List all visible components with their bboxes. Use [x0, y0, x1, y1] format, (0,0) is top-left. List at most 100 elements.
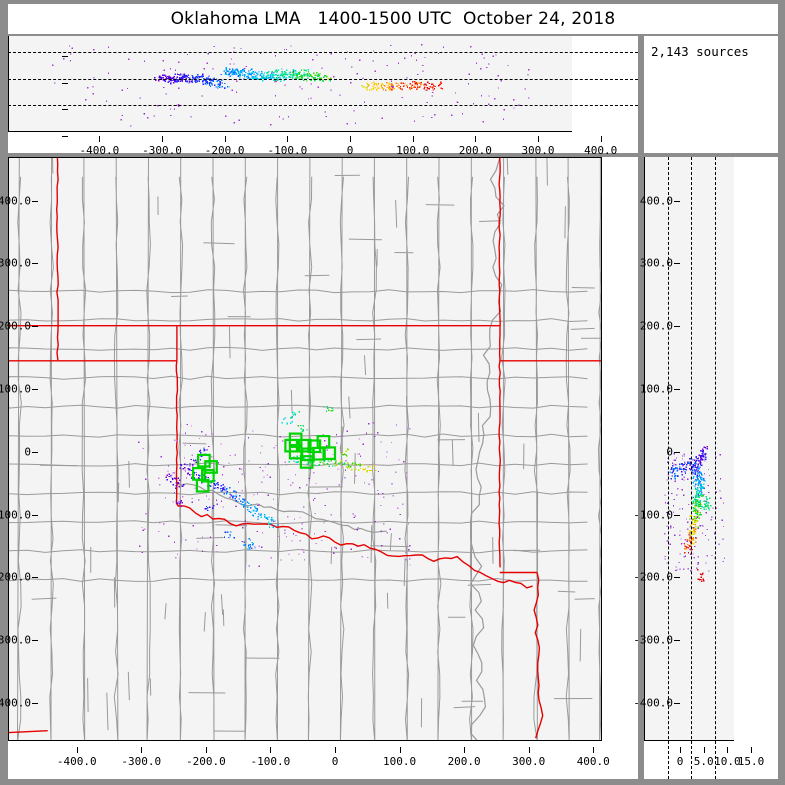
right-x-tick-mark	[751, 747, 753, 753]
map-x-tick-mark	[141, 747, 143, 753]
right-x-tick-mark	[727, 747, 729, 753]
map-y-tick-label: 300.0	[0, 256, 31, 270]
map-x-tick-mark	[270, 747, 272, 753]
map-y-tick-mark	[32, 389, 38, 391]
map-y-tick-label: -400.0	[0, 696, 31, 710]
right-y-tick-label: 300.0	[639, 256, 673, 270]
lma-station-marker	[312, 446, 326, 461]
sources-count-box: 2,143 sources	[644, 36, 778, 153]
top-y-tick-mark	[62, 82, 68, 84]
right-y-tick-label: -400.0	[633, 696, 673, 710]
right-y-tick-mark	[674, 200, 680, 202]
top-x-tick-label: -100.0	[267, 144, 308, 157]
right-y-tick-label: 0	[666, 445, 673, 459]
top-x-tick-label: 0	[346, 144, 354, 157]
right-plot-area	[644, 157, 734, 779]
top-y-tick-mark	[62, 109, 68, 111]
map-x-tick-label: -400.0	[56, 755, 97, 768]
map-x-tick-label: -100.0	[250, 755, 291, 768]
right-x-tick-mark	[703, 747, 705, 753]
top-x-tick-mark	[162, 136, 163, 142]
map-x-tick-mark	[528, 747, 530, 753]
map-x-tick-label: -300.0	[121, 755, 162, 768]
map-y-tick-mark	[32, 451, 38, 453]
map-x-tick-label: 0	[331, 755, 339, 768]
top-x-tick-label: 400.0	[584, 144, 618, 157]
map-x-tick-mark	[399, 747, 401, 753]
right-y-tick-mark	[674, 451, 680, 453]
map-y-tick-label: 200.0	[0, 319, 31, 333]
map-y-tick-mark	[32, 703, 38, 705]
map-x-tick-label: 100.0	[383, 755, 417, 768]
top-x-tick-label: -200.0	[204, 144, 245, 157]
top-y-tick-mark	[62, 136, 68, 137]
top-plot-area	[8, 36, 638, 132]
right-y-tick-label: 100.0	[639, 382, 673, 396]
top-x-tick-label: -400.0	[79, 144, 120, 157]
map-y-tick-label: -200.0	[0, 570, 31, 584]
right-gridline	[667, 157, 669, 779]
right-y-tick-mark	[674, 389, 680, 391]
map-y-tick-label: 400.0	[0, 194, 31, 208]
lma-station-marker	[284, 438, 298, 453]
right-y-tick-mark	[674, 326, 680, 328]
lma-station-marker	[297, 438, 312, 453]
right-y-tick-mark	[674, 514, 680, 516]
top-x-tick-mark	[350, 136, 351, 142]
map-y-tick-mark	[32, 577, 38, 579]
map-x-tick-label: 200.0	[447, 755, 481, 768]
map-x-tick-mark	[205, 747, 207, 753]
right-y-tick-mark	[674, 640, 680, 642]
top-y-tick-mark	[62, 56, 68, 57]
map-x-tick-mark	[464, 747, 466, 753]
lma-station-marker	[299, 455, 314, 469]
top-gridline	[8, 52, 638, 53]
right-gridline	[691, 157, 693, 779]
top-x-tick-mark	[287, 136, 289, 142]
right-y-tick-label: -200.0	[633, 570, 673, 584]
top-x-tick-label: 100.0	[396, 144, 430, 157]
right-x-tick-label: 15.0	[737, 755, 765, 768]
top-gridline	[8, 78, 638, 80]
map-y-tick-label: -100.0	[0, 508, 31, 522]
map-x-tick-label: 400.0	[576, 755, 610, 768]
right-x-tick-label: 5.0	[693, 755, 714, 768]
right-x-tick-mark	[680, 747, 681, 753]
top-x-tick-mark	[412, 136, 414, 142]
sources-count-label: 2,143 sources	[651, 44, 749, 59]
top-x-tick-label: 300.0	[521, 144, 555, 157]
map-x-tick-mark	[76, 747, 78, 753]
top-x-tick-mark	[475, 136, 477, 142]
top-x-tick-mark	[99, 136, 101, 142]
right-panel-altitude-vs-latitude: -400.0 -300.0 -200.0 -100.0 0 100.0 200.0 300.0…	[633, 157, 778, 779]
page-title: Oklahoma LMA 1400-1500 UTC October 24, 2…	[170, 9, 616, 29]
right-x-tick-label: 10.0	[714, 755, 741, 768]
map-y-tick-mark	[32, 200, 38, 202]
map-y-tick-label: -300.0	[0, 633, 31, 647]
right-y-tick-mark	[674, 703, 680, 705]
right-scatter-svg	[664, 446, 726, 582]
map-x-tick-label: -200.0	[185, 755, 226, 768]
map-x-tick-mark	[335, 747, 336, 753]
right-y-tick-label: -300.0	[633, 633, 673, 647]
right-y-tick-label: 200.0	[639, 319, 673, 333]
right-y-tick-label: 400.0	[639, 194, 673, 208]
top-gridline	[8, 105, 638, 107]
map-y-tick-mark	[32, 263, 38, 265]
top-x-tick-mark	[224, 136, 226, 142]
map-geography-svg	[9, 158, 601, 740]
map-x-tick-label: 300.0	[512, 755, 546, 768]
map-y-tick-label: 0	[24, 445, 31, 459]
lma-station-marker	[322, 446, 337, 460]
right-y-tick-mark	[674, 577, 680, 579]
top-x-tick-label: -300.0	[142, 144, 182, 157]
right-y-tick-mark	[674, 263, 680, 265]
map-y-tick-label: 100.0	[0, 382, 31, 396]
top-panel-altitude-vs-longitude: 05.010.015.0-400.0-300.0-200.0-100.00100…	[8, 36, 638, 157]
top-x-tick-label: 200.0	[458, 144, 492, 157]
map-y-tick-mark	[32, 640, 38, 642]
right-gridline	[715, 157, 717, 779]
lma-station-marker	[204, 460, 218, 474]
main-map-panel: -400.0 -300.0 -200.0 -100.0 0 100.0 200.0 300.0…	[0, 157, 638, 779]
